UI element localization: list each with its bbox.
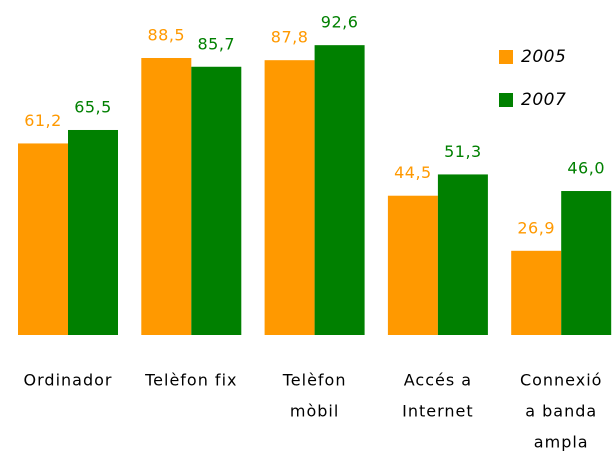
x-tick-label: Connexió: [520, 371, 603, 390]
bar: [314, 45, 365, 336]
x-tick-label: ampla: [534, 433, 589, 452]
x-tick-label: Accés a: [404, 371, 472, 390]
legend-swatch: [499, 50, 513, 64]
value-label: 26,9: [517, 218, 555, 237]
bar: [561, 191, 612, 335]
legend-swatch: [499, 93, 513, 107]
value-label: 44,5: [394, 163, 432, 182]
bar: [191, 66, 242, 335]
x-tick-label: mòbil: [290, 402, 339, 421]
bar: [511, 250, 562, 335]
bar: [68, 129, 118, 335]
x-tick-label: Telèfon fix: [144, 371, 237, 390]
value-label: 61,2: [24, 111, 62, 130]
value-label: 92,6: [321, 13, 359, 32]
value-label: 65,5: [74, 97, 112, 116]
value-label: 87,8: [271, 28, 309, 47]
value-label: 85,7: [197, 34, 235, 53]
bar: [18, 143, 68, 335]
bar: [437, 174, 488, 335]
bar: [141, 57, 192, 336]
value-label: 46,0: [567, 159, 605, 178]
bar: [387, 195, 438, 335]
legend-label: 2007: [521, 90, 566, 110]
legend-label: 2005: [521, 47, 566, 67]
x-tick-label: a banda: [525, 402, 597, 421]
x-tick-label: Telèfon: [282, 371, 347, 390]
x-tick-label: Internet: [402, 402, 474, 421]
x-tick-label: Ordinador: [24, 371, 113, 390]
bar: [264, 60, 315, 335]
value-label: 88,5: [147, 25, 185, 44]
value-label: 51,3: [444, 142, 482, 161]
